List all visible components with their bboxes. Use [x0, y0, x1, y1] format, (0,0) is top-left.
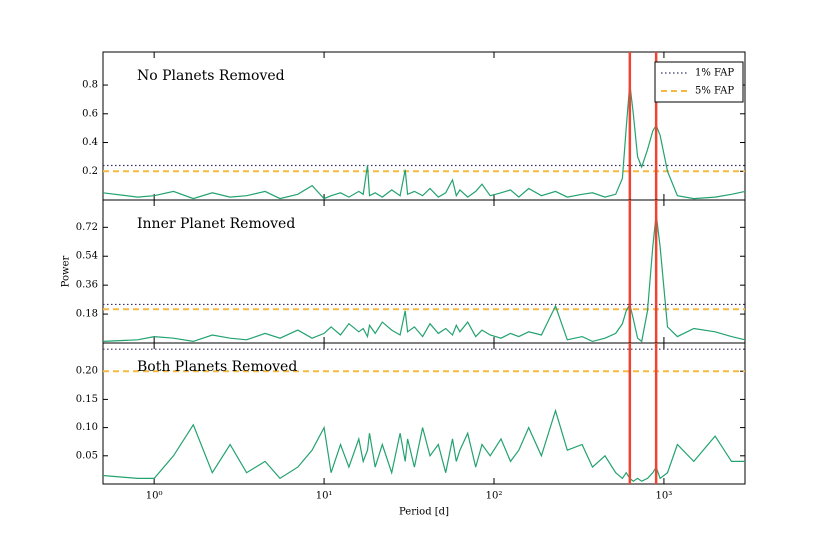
panel-annotation: Both Planets Removed: [137, 359, 297, 375]
y-tick-label: 0.10: [76, 422, 98, 433]
x-tick-label: 10³: [656, 491, 673, 502]
y-tick-label: 0.4: [82, 137, 98, 148]
legend-box: [654, 61, 744, 103]
panel-annotation: No Planets Removed: [137, 68, 285, 84]
legend-label: 5% FAP: [695, 86, 734, 97]
periodogram-line: [102, 83, 746, 200]
legend-label: 1% FAP: [695, 68, 734, 79]
y-axis-label: Power: [61, 255, 72, 287]
periodogram-line: [102, 214, 746, 343]
y-tick-label: 0.54: [76, 251, 98, 262]
y-tick-label: 0.2: [82, 166, 98, 177]
panel-annotation: Inner Planet Removed: [137, 216, 295, 232]
x-tick-label: 10⁰: [146, 491, 163, 502]
y-tick-label: 0.72: [76, 222, 98, 233]
y-tick-label: 0.20: [76, 366, 98, 377]
y-tick-label: 0.8: [82, 80, 98, 91]
y-tick-label: 0.6: [82, 108, 98, 119]
y-tick-label: 0.36: [76, 280, 98, 291]
periodogram-line: [102, 408, 745, 482]
y-tick-label: 0.18: [76, 309, 98, 320]
x-tick-label: 10¹: [316, 491, 333, 502]
x-axis-label: Period [d]: [399, 507, 449, 518]
panel-frame: [102, 342, 746, 485]
y-tick-label: 0.05: [76, 450, 98, 461]
y-tick-label: 0.15: [76, 394, 98, 405]
x-tick-label: 10²: [486, 491, 503, 502]
